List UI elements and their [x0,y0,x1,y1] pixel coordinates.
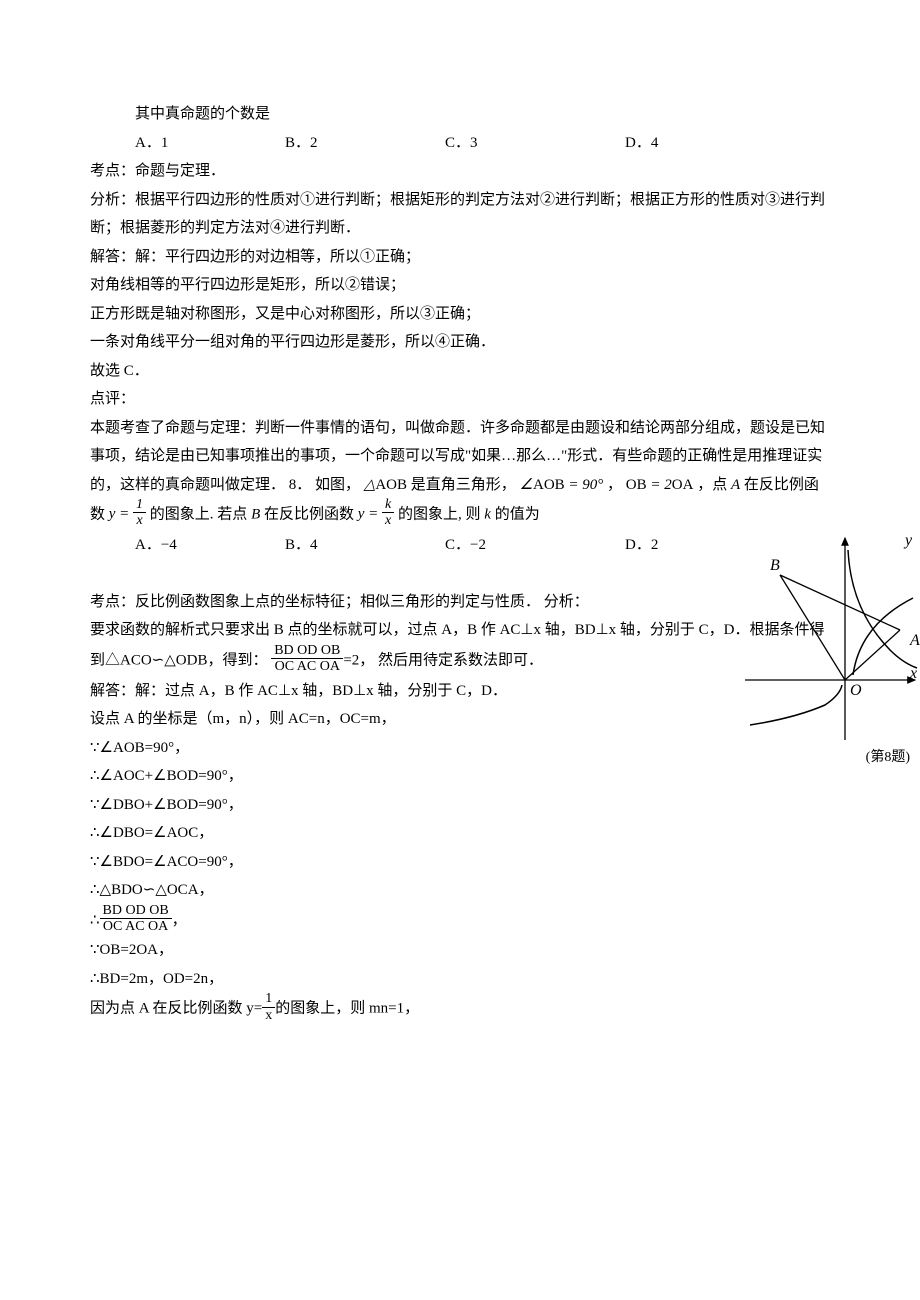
q7-jieda-4: 一条对角线平分一组对角的平行四边形是菱形，所以④正确． [90,328,830,357]
q8-b: B [251,506,260,522]
q8-jieda-7: ∵∠BDO=∠ACO=90°， [90,848,830,877]
q8-ob: OB = 2OA [626,477,694,493]
q8-options: A．−4 B．4 C．−2 D．2 [90,531,830,560]
q8-jieda-6: ∴∠DBO=∠AOC， [90,819,830,848]
q7-dianping: 本题考查了命题与定理：判断一件事情的语句，叫做命题．许多命题都是由题设和结论两部… [90,414,830,531]
q8-jieda-ratio: BD OD OB OC AC OA [100,903,172,935]
q8-option-c: C．−2 [445,531,625,560]
q8-fenxi-ratio-top: BD OD OB [271,643,343,659]
q8-frac2-den: x [382,513,394,528]
q8-jieda-3: ∵∠AOB=90°， [90,734,830,763]
q8-frac2: k x [382,497,394,529]
q7-kaodian-label: 考点： [90,163,135,179]
q7-jieda-label: 解答： [90,249,135,265]
q8-stem-p1: 如图， [315,477,360,493]
q8-jieda-10: ∵OB=2OA， [90,936,830,965]
q8-fenxi: 要求函数的解析式只要求出 B 点的坐标就可以，过点 A，B 作 AC⊥x 轴，B… [90,616,830,676]
spacer [90,559,830,588]
q7-kaodian: 考点：命题与定理． [90,157,830,186]
q7-fenxi: 分析：根据平行四边形的性质对①进行判断；根据矩形的判定方法对②进行判断；根据正方… [90,186,830,243]
q8-fenxi-ratio-eq: =2， [343,652,374,668]
q8-kaodian-label: 考点： [90,594,135,610]
q8-k: k [484,506,491,522]
fig-label-x: x [909,665,917,682]
q8-frac1: 1 x [133,497,146,529]
q8-option-d: D．2 [625,531,745,560]
q8-stem-p4: ，点 [697,477,727,493]
q8-jieda-12b: 的图象上，则 mn=1， [275,1001,419,1017]
q8-fenxi-label: 分析： [544,594,589,610]
q7-option-b: B．2 [285,129,445,158]
q8-kaodian-text: 反比例函数图象上点的坐标特征；相似三角形的判定与性质． [135,594,540,610]
q8-stem-p6: 的图象上. 若点 [150,506,248,522]
q8-jieda-l1: 解：过点 A，B 作 AC⊥x 轴，BD⊥x 轴，分别于 C，D． [135,683,507,699]
q8-jieda-5: ∵∠DBO+∠BOD=90°， [90,791,830,820]
q8-frac1-den: x [133,513,146,528]
q8-jieda-frac-num: 1 [262,991,275,1007]
q8-option-a: A．−4 [135,531,285,560]
q7-fenxi-label: 分析： [90,192,135,208]
q8-y1-lhs: y = [109,506,130,522]
q8-jieda-frac-den: x [262,1008,275,1023]
q7-jieda-1: 解答：解：平行四边形的对边相等，所以①正确； [90,243,830,272]
q8-jieda-4: ∴∠AOC+∠BOD=90°， [90,762,830,791]
q8-jieda-ratio-top: BD OD OB [100,903,172,919]
q7-jieda-l1: 解：平行四边形的对边相等，所以①正确； [135,249,420,265]
q8-stem-p3: ， [607,477,622,493]
q8-figure: y A B O x [745,530,920,745]
q8-y2-lhs: y = [358,506,379,522]
q8-kaodian: 考点：反比例函数图象上点的坐标特征；相似三角形的判定与性质． 分析： [90,588,830,617]
q7-fenxi-text: 根据平行四边形的性质对①进行判断；根据矩形的判定方法对②进行判断；根据正方形的性… [90,192,825,237]
q8-figure-caption: (第8题) [866,745,910,772]
q8-y1: y = 1 x [109,506,150,522]
q8-stem-p9: 的值为 [495,506,540,522]
q8-jieda-ratio-suffix: ， [172,912,187,928]
q8-figure-svg: y A B O x [745,530,920,745]
fig-label-B: B [770,557,780,574]
q8-jieda-1: 解答：解：过点 A，B 作 AC⊥x 轴，BD⊥x 轴，分别于 C，D． [90,677,830,706]
q7-jieda-2: 对角线相等的平行四边形是矩形，所以②错误； [90,271,830,300]
q8-jieda-label: 解答： [90,683,135,699]
fig-label-A: A [909,632,920,649]
q8-jieda-ratio-bot: OC AC OA [100,919,172,934]
q8-stem-p8: 的图象上, 则 [398,506,481,522]
q8-a: A [731,477,740,493]
q8-angle: ∠AOB = 90° [520,477,604,493]
q8-option-b: B．4 [285,531,445,560]
q8-stem-p2: 是直角三角形， [411,477,516,493]
q8-fenxi-ratio-bot: OC AC OA [271,659,343,674]
fig-label-O: O [850,682,862,699]
q8-jieda-12a: 因为点 A 在反比例函数 y= [90,1001,262,1017]
q8-number: 8． [289,477,312,493]
q7-option-d: D．4 [625,129,745,158]
q8-fenxi-ratio: BD OD OB OC AC OA [271,643,343,675]
q8-jieda-ratio-prefix: ∴ [90,912,100,928]
q7-stem-continued: 其中真命题的个数是 [90,100,830,129]
q8-jieda-8: ∴△BDO∽△OCA， [90,876,830,905]
q7-jieda-5: 故选 C． [90,357,830,386]
q8-jieda-11: ∴BD=2m，OD=2n， [90,965,830,994]
q8-jieda-12: 因为点 A 在反比例函数 y= 1 x 的图象上，则 mn=1， [90,993,830,1025]
q8-stem-p7: 在反比例函数 [264,506,354,522]
q7-options: A．1 B．2 C．3 D．4 [90,129,830,158]
q7-dianping-label: 点评： [90,385,830,414]
fig-label-y: y [903,532,913,549]
q8-frac1-num: 1 [133,497,146,513]
q8-fenxi-1b: 然后用待定系数法即可． [378,652,543,668]
q8-jieda-9: ∴ BD OD OB OC AC OA ， [90,905,830,937]
document-body: 其中真命题的个数是 A．1 B．2 C．3 D．4 考点：命题与定理． 分析：根… [90,100,830,1025]
q7-jieda-3: 正方形既是轴对称图形，又是中心对称图形，所以③正确； [90,300,830,329]
q7-option-a: A．1 [135,129,285,158]
q7-kaodian-text: 命题与定理． [135,163,225,179]
q8-jieda-2: 设点 A 的坐标是（m，n），则 AC=n，OC=m， [90,705,830,734]
q8-jieda-frac: 1 x [262,991,275,1023]
q8-aob: △AOB [364,477,407,493]
q8-frac2-num: k [382,497,394,513]
q7-option-c: C．3 [445,129,625,158]
q8-y2: y = k x [358,506,398,522]
